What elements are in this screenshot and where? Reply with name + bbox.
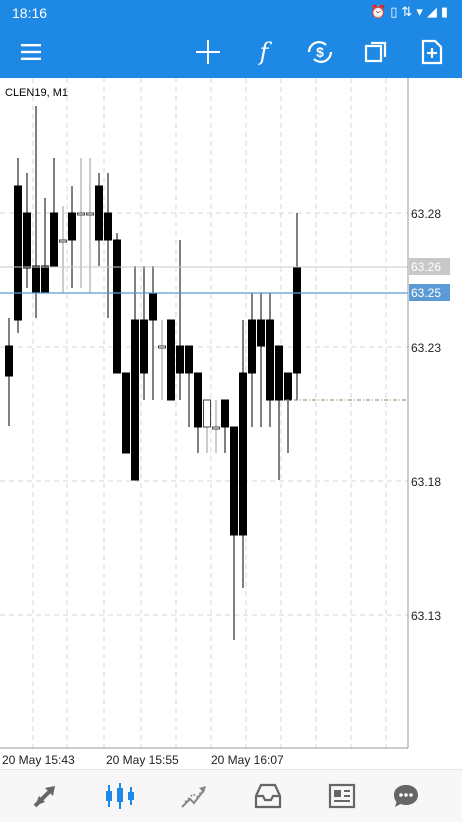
candle-body bbox=[248, 319, 256, 374]
candles bbox=[5, 106, 301, 640]
chart-icon bbox=[106, 783, 134, 809]
candle-body bbox=[257, 319, 265, 347]
candle-body bbox=[5, 345, 13, 377]
new-chart-button[interactable] bbox=[410, 26, 454, 78]
new-chart-icon bbox=[421, 39, 443, 65]
bottom-navigation bbox=[0, 769, 462, 822]
candle-body bbox=[113, 239, 121, 374]
quotes-icon bbox=[33, 786, 55, 808]
windows-button[interactable] bbox=[354, 26, 398, 78]
candle-body bbox=[275, 345, 283, 401]
price-label: 63.28 bbox=[411, 207, 441, 221]
trade-icon: $ bbox=[307, 41, 333, 63]
candle-body bbox=[194, 372, 202, 428]
price-chart[interactable]: CLEN19, M1 63.28 63.23 63.18 63.13 63.26… bbox=[0, 78, 462, 768]
nav-news[interactable] bbox=[312, 770, 372, 822]
ask-price-label: 63.25 bbox=[411, 286, 441, 300]
status-icons: ⏰▯⇅▾◢▮ bbox=[370, 5, 452, 20]
candle-body bbox=[203, 399, 211, 428]
candle-body bbox=[77, 212, 85, 216]
signal-icon: ◢ bbox=[426, 5, 441, 20]
candle-body bbox=[239, 372, 247, 536]
candle-body bbox=[86, 212, 94, 216]
candle-body bbox=[32, 265, 40, 294]
history-icon bbox=[254, 783, 282, 809]
indicators-button[interactable]: f bbox=[242, 26, 286, 78]
app-toolbar: f $ bbox=[0, 26, 462, 78]
candle-body bbox=[23, 212, 31, 269]
battery-icon: ▮ bbox=[440, 5, 452, 20]
news-icon bbox=[328, 783, 356, 809]
wifi-icon: ▾ bbox=[416, 5, 427, 20]
candle-body bbox=[140, 319, 148, 374]
candle-body bbox=[176, 345, 184, 374]
bid-price-label: 63.26 bbox=[411, 260, 441, 274]
price-label: 63.18 bbox=[411, 475, 441, 489]
candle-body bbox=[167, 319, 175, 401]
time-label: 20 May 16:07 bbox=[211, 753, 284, 767]
chart-canvas[interactable]: CLEN19, M1 63.28 63.23 63.18 63.13 63.26… bbox=[0, 78, 462, 768]
nav-history[interactable] bbox=[238, 770, 298, 822]
nav-chart[interactable] bbox=[90, 770, 150, 822]
candle-body bbox=[230, 426, 238, 536]
data-icon: ⇅ bbox=[401, 5, 417, 20]
candle-body bbox=[266, 319, 274, 401]
messages-icon bbox=[394, 785, 418, 807]
candle-body bbox=[221, 399, 229, 428]
nav-quotes[interactable] bbox=[16, 770, 76, 822]
candle-body bbox=[59, 239, 67, 243]
bid-badge bbox=[409, 258, 450, 275]
vibrate-icon: ▯ bbox=[390, 5, 402, 20]
indicators-icon: f bbox=[259, 38, 269, 66]
nav-messages[interactable] bbox=[376, 770, 436, 822]
svg-text:$: $ bbox=[316, 44, 324, 60]
candle-body bbox=[158, 345, 166, 349]
candle-body bbox=[104, 212, 112, 241]
candle-body bbox=[212, 426, 220, 430]
trade-button[interactable]: $ bbox=[298, 26, 342, 78]
price-label: 63.13 bbox=[411, 609, 441, 623]
price-label: 63.23 bbox=[411, 341, 441, 355]
status-bar: 18:16 ⏰▯⇅▾◢▮ bbox=[0, 0, 462, 26]
status-time: 18:16 bbox=[12, 5, 48, 21]
candle-body bbox=[68, 212, 76, 241]
candle-body bbox=[149, 292, 157, 321]
trade-icon bbox=[181, 786, 206, 808]
menu-icon bbox=[21, 44, 41, 60]
ask-badge bbox=[409, 284, 450, 301]
candle-body bbox=[185, 345, 193, 374]
candle-body bbox=[14, 185, 22, 321]
windows-icon bbox=[364, 41, 387, 63]
candle-body bbox=[50, 212, 58, 267]
symbol-label: CLEN19, M1 bbox=[5, 87, 68, 99]
candle-body bbox=[95, 185, 103, 241]
alarm-icon: ⏰ bbox=[370, 5, 391, 20]
time-label: 20 May 15:55 bbox=[106, 753, 179, 767]
crosshair-icon bbox=[196, 40, 220, 64]
candle-body bbox=[293, 266, 301, 374]
candle-body bbox=[284, 372, 292, 401]
time-label: 20 May 15:43 bbox=[2, 753, 75, 767]
chart-grid bbox=[0, 78, 408, 748]
candle-body bbox=[131, 319, 139, 481]
candle-body bbox=[41, 265, 49, 294]
crosshair-button[interactable] bbox=[186, 26, 230, 78]
menu-button[interactable] bbox=[9, 26, 53, 78]
candle-body bbox=[122, 372, 130, 454]
nav-trade[interactable] bbox=[164, 770, 224, 822]
